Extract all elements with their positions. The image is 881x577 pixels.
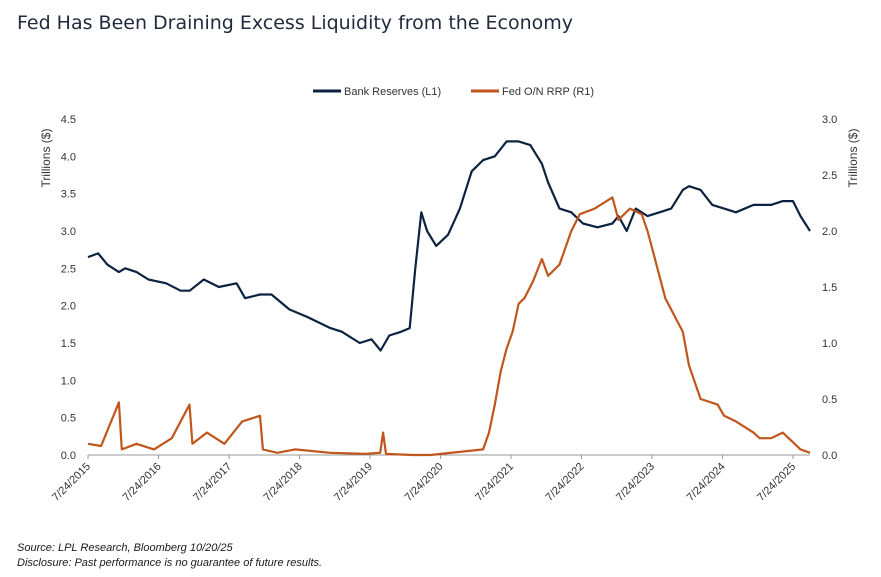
x-tick-labels: 7/24/2015 7/24/2016 7/24/2017 7/24/2018 7/24…	[50, 455, 798, 504]
y-left-tick-label: 2.0	[61, 301, 76, 313]
x-tick-label: 7/24/2020	[403, 461, 446, 504]
x-tick-label: 7/24/2017	[191, 461, 234, 504]
y-right-tick-label: 2.0	[822, 226, 837, 238]
y-left-tick-label: 3.0	[61, 226, 76, 238]
disclosure-note: Disclosure: Past performance is no guara…	[17, 557, 323, 569]
y-right-tick-label: 1.0	[822, 338, 837, 350]
y-left-tick-label: 4.0	[61, 151, 76, 163]
x-tick-label: 7/24/2016	[121, 461, 164, 504]
y-left-tick-label: 4.5	[61, 114, 76, 126]
series-line-bank-reserves	[87, 140, 811, 352]
x-tick-label: 7/24/2015	[50, 461, 93, 504]
y-left-axis-label: Trillions ($)	[39, 129, 53, 188]
y-right-tick-label: 1.5	[822, 282, 837, 294]
y-right-tick-label: 3.0	[822, 114, 837, 126]
legend: Bank Reserves (L1) Fed O/N RRP (R1)	[313, 86, 594, 98]
x-tick-label: 7/24/2021	[473, 461, 516, 504]
x-tick-label: 7/24/2018	[262, 461, 305, 504]
y-left-tick-label: 2.5	[61, 263, 76, 275]
y-right-tick-labels: 0.0 0.5 1.0 1.5 2.0 2.5 3.0	[822, 114, 837, 462]
x-tick-label: 7/24/2023	[614, 461, 657, 504]
legend-label-reserves: Bank Reserves (L1)	[344, 86, 441, 98]
y-left-tick-label: 0.0	[61, 450, 76, 462]
x-tick-label: 7/24/2024	[685, 461, 728, 504]
x-tick-label: 7/24/2022	[544, 461, 587, 504]
y-right-tick-label: 2.5	[822, 170, 837, 182]
x-tick-label: 7/24/2019	[332, 461, 375, 504]
y-left-tick-label: 1.0	[61, 375, 76, 387]
y-left-tick-label: 3.5	[61, 189, 76, 201]
y-left-tick-labels: 0.0 0.5 1.0 1.5 2.0 2.5 3.0 3.5 4.0 4.5	[61, 114, 76, 462]
y-left-tick-label: 1.5	[61, 338, 76, 350]
chart-title: Fed Has Been Draining Excess Liquidity f…	[17, 12, 574, 34]
y-right-tick-label: 0.5	[822, 394, 837, 406]
y-left-tick-label: 0.5	[61, 413, 76, 425]
y-right-tick-label: 0.0	[822, 450, 837, 462]
series-line-fed-rrp	[87, 196, 811, 457]
y-right-axis-label: Trillions ($)	[846, 129, 860, 188]
source-note: Source: LPL Research, Bloomberg 10/20/25	[17, 542, 233, 554]
x-tick-label: 7/24/2025	[755, 461, 798, 504]
legend-label-rrp: Fed O/N RRP (R1)	[502, 86, 594, 98]
